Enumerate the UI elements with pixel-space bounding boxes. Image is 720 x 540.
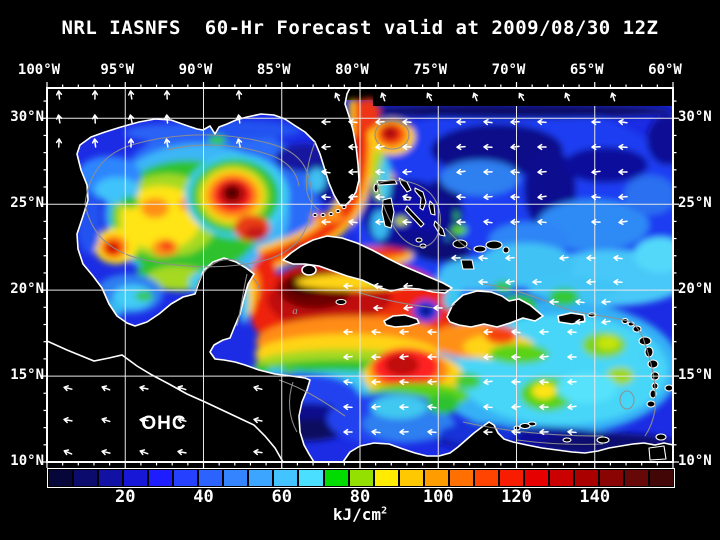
- colorbar-segment: [549, 470, 573, 486]
- colorbar-segment: [625, 470, 649, 486]
- lat-axis-label-left: 10°N: [10, 453, 44, 469]
- colorbar-segment: [299, 470, 323, 486]
- colorbar-segment: [74, 470, 98, 486]
- contour-letter-label: a: [292, 305, 298, 317]
- island-jamaica: [383, 314, 420, 328]
- colorbar-tick-label: 20: [115, 487, 136, 507]
- colorbar-segment: [49, 470, 73, 486]
- islands-lesser-antilles: [513, 312, 673, 461]
- unit-exponent: 2: [381, 505, 388, 517]
- colorbar-tick-label: 60: [271, 487, 292, 507]
- land-south-america: [342, 421, 673, 462]
- islands-bahamas: [373, 177, 510, 270]
- map-canvas: OHC a: [41, 82, 679, 468]
- lon-axis-label: 85°W: [256, 62, 291, 78]
- lat-axis-label-left: 20°N: [10, 281, 44, 298]
- no-data-band: [373, 88, 673, 106]
- plot-frame: [46, 87, 674, 463]
- lon-axis-label: 65°W: [569, 62, 604, 78]
- lat-axis-label-right: 15°N: [678, 367, 712, 384]
- colorbar-segment: [99, 470, 123, 486]
- lat-axis-label-right: 20°N: [678, 281, 712, 298]
- colorbar-segment: [124, 470, 148, 486]
- lon-axis-label: 100°W: [17, 62, 61, 78]
- colorbar-segment: [174, 470, 198, 486]
- lon-axis-label: 75°W: [413, 62, 448, 78]
- colorbar-segment: [199, 470, 223, 486]
- colorbar-tick-label: 120: [501, 487, 532, 507]
- pacific-coastline: [47, 340, 284, 462]
- colorbar-segment: [474, 470, 498, 486]
- lat-axis-label-right: 25°N: [678, 195, 712, 212]
- colorbar-segment: [449, 470, 473, 486]
- colorbar-unit: kJ/cm2: [0, 505, 720, 524]
- colorbar-segment: [399, 470, 423, 486]
- island-cuba: [282, 235, 453, 294]
- lat-axis-label-left: 30°N: [10, 109, 44, 126]
- lon-axis-label: 80°W: [335, 62, 369, 78]
- colorbar-tick-label: 140: [579, 487, 611, 507]
- colorbar-segment: [650, 470, 674, 486]
- colorbar-tick-label: 100: [422, 487, 454, 507]
- lon-axis-label: 70°W: [491, 62, 526, 78]
- colorbar-segment: [574, 470, 599, 486]
- colorbar-segment: [524, 470, 548, 486]
- lon-axis-label: 60°W: [648, 62, 682, 78]
- colorbar-segment: [149, 470, 173, 486]
- colorbar-segment: [274, 470, 298, 486]
- lon-axis-label: 90°W: [178, 62, 213, 78]
- lat-axis-label-left: 15°N: [10, 367, 44, 384]
- colorbar-segment: [374, 470, 398, 486]
- colorbar-tick-label: 40: [193, 487, 214, 507]
- colorbar-tick-label: 80: [349, 487, 371, 507]
- islands-keys-cayman: [312, 205, 347, 305]
- lat-axis-label-right: 10°N: [678, 453, 712, 469]
- colorbar-segment: [349, 470, 373, 486]
- colorbar: [47, 468, 675, 488]
- colorbar-segment: [324, 470, 348, 486]
- page-title: NRL IASNFS 60-Hr Forecast valid at 2009/…: [61, 17, 659, 39]
- lat-axis-label-right: 30°N: [678, 109, 712, 126]
- lon-axis-label: 95°W: [100, 62, 135, 78]
- colorbar-segment: [600, 470, 624, 486]
- colorbar-segment: [249, 470, 273, 486]
- variable-label: OHC: [141, 413, 186, 434]
- colorbar-segment: [424, 470, 448, 486]
- unit-base: kJ/cm: [332, 505, 382, 524]
- graticule: [47, 88, 673, 462]
- lat-axis-label-left: 25°N: [10, 195, 44, 212]
- island-hispaniola: [446, 290, 544, 328]
- colorbar-segment: [499, 470, 523, 486]
- colorbar-segment: [224, 470, 248, 486]
- island-isle-of-youth: [301, 264, 317, 276]
